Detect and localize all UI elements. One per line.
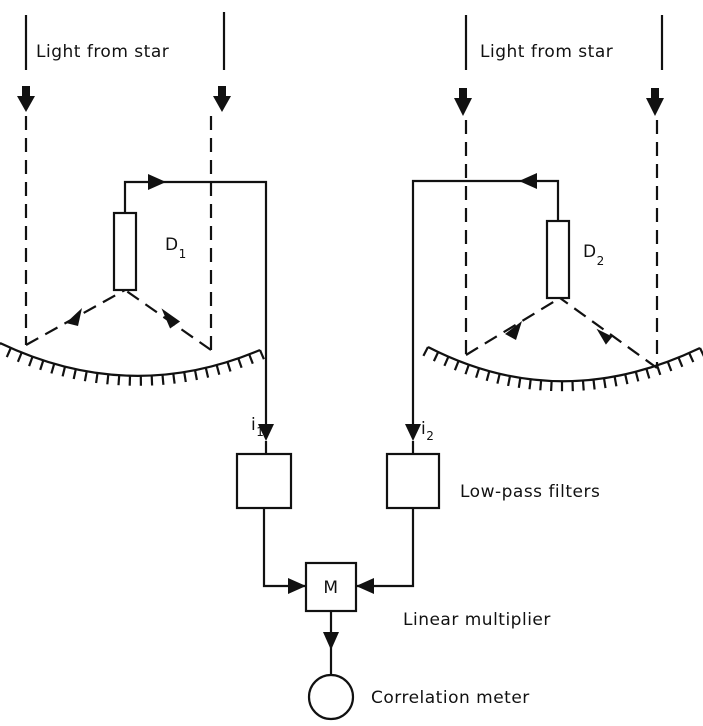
mirror-hatch-mark	[237, 358, 243, 369]
mirror-hatch-mark	[699, 347, 703, 357]
mirror-left-hatching	[0, 343, 265, 386]
arrow-down-icon	[213, 96, 231, 112]
mirror-hatch-mark	[645, 368, 651, 379]
arrow-shaft	[218, 86, 226, 98]
reflected-rays-left	[25, 289, 212, 351]
mirror-hatch-mark	[475, 367, 481, 379]
mirror-hatch-mark	[581, 380, 585, 391]
mirror-hatch-mark	[443, 356, 450, 367]
arrow-right-icon	[288, 578, 306, 594]
arrow-icon	[66, 308, 82, 326]
mirror-hatch-mark	[204, 367, 210, 378]
light-label-left: Light from star	[36, 42, 169, 62]
mirror-hatch-mark	[666, 361, 673, 372]
detector-d1	[112, 211, 138, 292]
mirror-hatch-mark	[106, 374, 110, 385]
mirror-hatch-mark	[16, 352, 23, 363]
mirror-hatch-mark	[215, 364, 221, 375]
arrow-down-icon	[258, 424, 274, 441]
reflected-rays-right	[465, 297, 658, 369]
mirror-hatch-mark	[172, 373, 176, 384]
correlation-meter	[307, 673, 355, 721]
reflect-right-b	[559, 297, 658, 369]
mirror-hatch-mark	[39, 360, 45, 371]
mirror-hatch-mark	[422, 346, 429, 357]
mirror-hatch-mark	[248, 354, 254, 365]
arrow-right-icon	[148, 174, 166, 190]
mirror-hatch-mark	[95, 372, 99, 384]
mirror-hatch-mark	[539, 380, 543, 391]
mirror-hatch-mark	[226, 361, 232, 372]
mirror-hatch-mark	[28, 356, 34, 367]
light-rays-right	[454, 15, 664, 368]
arrow-icon	[161, 308, 181, 329]
mirror-hatch-mark	[453, 360, 460, 371]
mirror-hatch-mark	[592, 379, 596, 390]
mirror-hatch-mark	[528, 379, 532, 390]
mirror-left	[0, 342, 261, 377]
detector-d2-label: D2	[583, 242, 605, 268]
mirror-hatch-mark	[602, 378, 607, 389]
mirror-right-hatching	[422, 346, 703, 392]
mirror-hatch-mark	[61, 366, 67, 377]
arrow-icon	[505, 321, 522, 340]
mirror-hatch-mark	[485, 370, 491, 382]
mirror-hatch-mark	[517, 377, 522, 388]
current-i2-label: i2	[421, 419, 434, 443]
wire-d1	[123, 180, 268, 430]
current-i1-label: i1	[251, 415, 264, 439]
arrow-down-icon	[323, 632, 339, 650]
mirror-hatch-mark	[613, 376, 618, 387]
mirror-hatch-mark	[464, 364, 470, 375]
linear-multiplier-box	[304, 561, 358, 613]
arrow-shaft	[22, 86, 30, 98]
mirror-hatch-mark	[677, 357, 684, 368]
arrow-down-icon	[17, 96, 35, 112]
arrow-left-icon	[356, 578, 374, 594]
detector-d1-label: D1	[165, 235, 187, 261]
arrow-shaft	[459, 88, 467, 100]
wire-d2	[411, 179, 560, 430]
mirror-hatch-mark	[50, 363, 56, 374]
mirror-hatch-mark	[258, 349, 265, 360]
arrow-down-icon	[454, 98, 472, 116]
mirror-hatch-mark	[550, 380, 553, 392]
mirror-hatch-mark	[183, 371, 187, 383]
arrow-icon	[596, 328, 613, 345]
mirror-hatch-mark	[507, 375, 512, 387]
reflect-right-a	[465, 297, 561, 356]
mirror-hatch-mark	[72, 368, 77, 380]
arrow-shaft	[651, 88, 659, 100]
low-pass-filter-1	[235, 452, 293, 510]
mirror-hatch-mark	[496, 373, 501, 384]
mirror-hatch-mark	[5, 347, 12, 358]
multiplier-symbol: M	[323, 578, 338, 598]
mirror-hatch-mark	[117, 375, 121, 386]
wire-filter1-multiplier	[262, 508, 306, 588]
mirror-hatch-mark	[634, 371, 640, 382]
light-rays-left	[17, 12, 231, 350]
filters-label: Low-pass filters	[460, 482, 600, 502]
mirror-right	[427, 346, 701, 383]
mirror-hatch-mark	[83, 371, 88, 382]
light-label-right: Light from star	[480, 42, 613, 62]
mirror-hatch-mark	[161, 374, 165, 385]
meter-label: Correlation meter	[371, 688, 530, 708]
mirror-hatch-mark	[656, 365, 662, 376]
multiplier-label: Linear multiplier	[403, 610, 551, 630]
arrow-down-icon	[646, 98, 664, 116]
wire-filter2-multiplier	[356, 508, 415, 588]
mirror-hatch-mark	[624, 374, 629, 385]
arrow-down-icon	[405, 424, 421, 441]
mirror-hatch-mark	[688, 352, 695, 363]
arrow-left-icon	[519, 173, 537, 189]
mirror-hatch-mark	[432, 351, 440, 362]
detector-d2	[545, 219, 571, 300]
mirror-hatch-mark	[193, 369, 198, 381]
low-pass-filter-2	[385, 452, 441, 510]
